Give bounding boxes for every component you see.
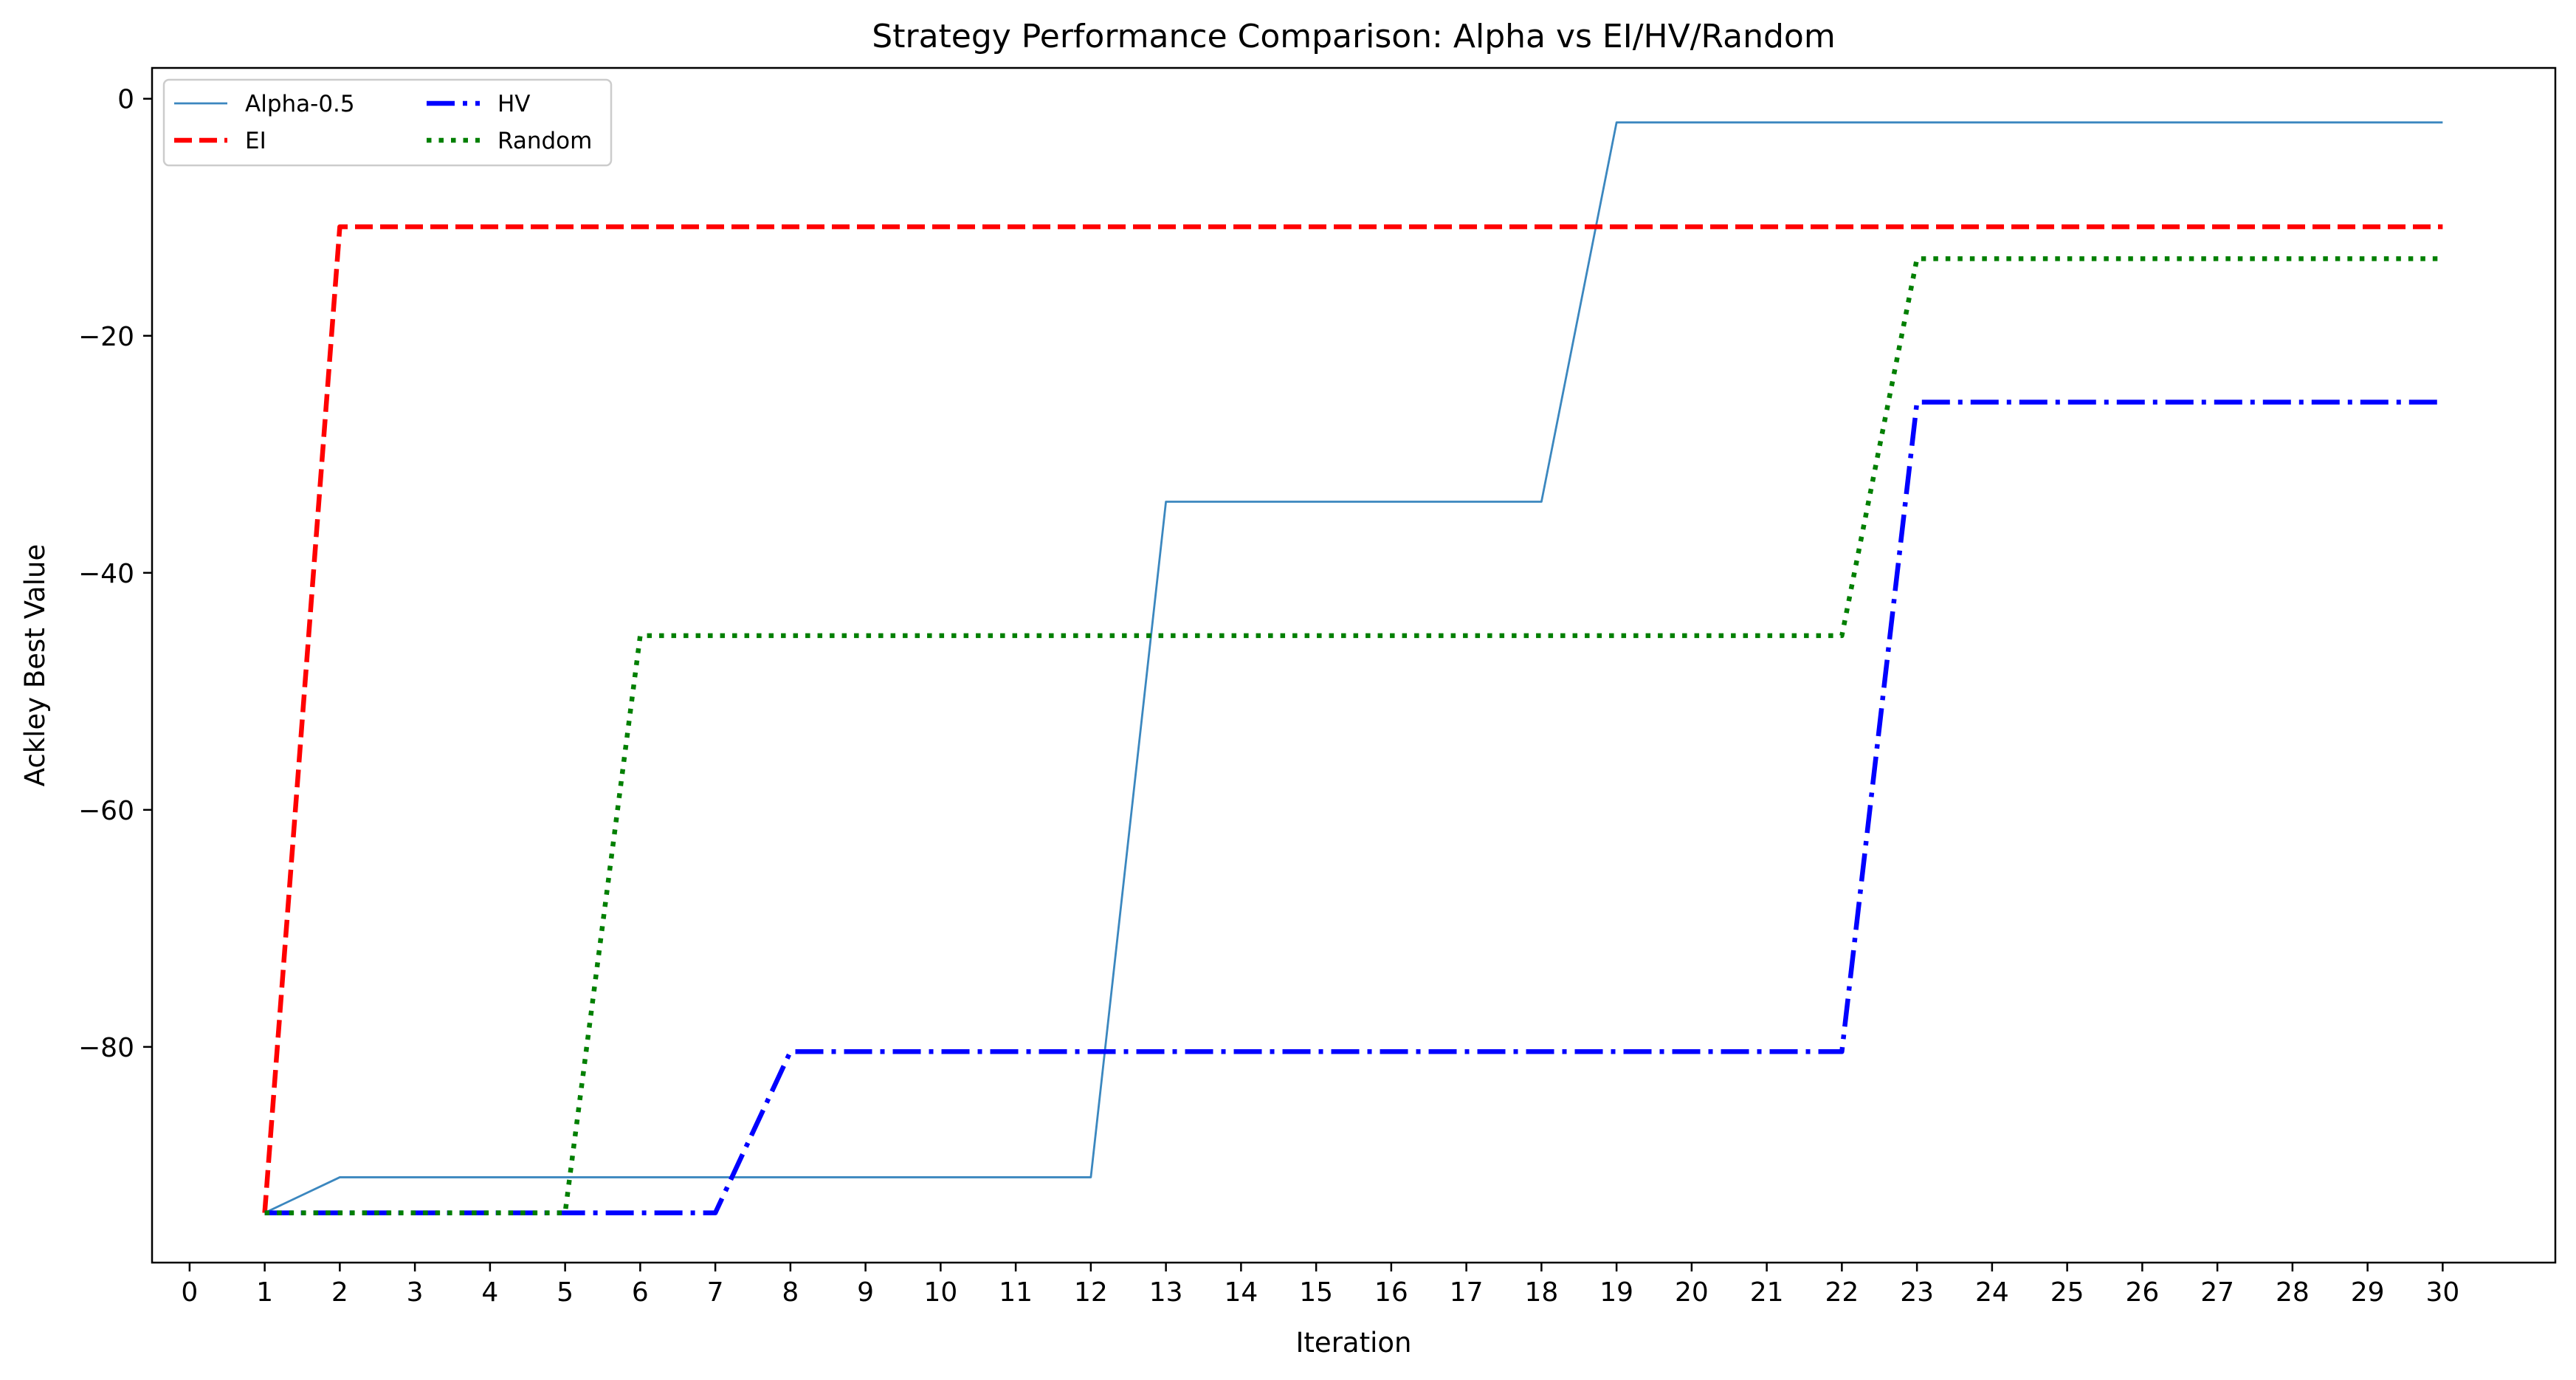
x-tick-label: 27 xyxy=(2200,1277,2234,1308)
x-tick-label: 2 xyxy=(331,1277,348,1308)
x-tick-label: 5 xyxy=(557,1277,574,1308)
x-tick-label: 23 xyxy=(1900,1277,1934,1308)
x-tick-label: 13 xyxy=(1149,1277,1183,1308)
legend-label: Alpha-0.5 xyxy=(245,91,355,117)
x-tick-label: 10 xyxy=(923,1277,957,1308)
x-tick-label: 9 xyxy=(857,1277,874,1308)
legend-label: EI xyxy=(245,128,266,154)
x-tick-label: 20 xyxy=(1675,1277,1709,1308)
x-tick-label: 1 xyxy=(256,1277,273,1308)
x-axis: 0 1 2 3 4 5 6 7 8 9 10 11 12 13 14 15 16 17 18 19 20 21 22 23 24… xyxy=(181,1263,2459,1308)
y-tick-label: −60 xyxy=(78,796,134,826)
legend-label: HV xyxy=(497,91,531,117)
x-tick-label: 7 xyxy=(707,1277,724,1308)
y-axis-label: Ackley Best Value xyxy=(19,544,51,786)
x-tick-label: 18 xyxy=(1524,1277,1558,1308)
y-tick-label: 0 xyxy=(117,85,134,115)
series-line-random xyxy=(264,256,2443,1215)
x-tick-label: 25 xyxy=(2050,1277,2084,1308)
x-tick-label: 16 xyxy=(1374,1277,1408,1308)
plot-area xyxy=(151,66,2557,1264)
y-tick-label: −80 xyxy=(78,1033,134,1063)
x-tick-label: 28 xyxy=(2276,1277,2310,1308)
x-axis-label: Iteration xyxy=(1296,1327,1412,1359)
x-tick-label: 12 xyxy=(1074,1277,1108,1308)
y-axis: 0 −20 −40 −60 −80 xyxy=(78,85,152,1063)
x-tick-label: 15 xyxy=(1299,1277,1333,1308)
x-tick-label: 26 xyxy=(2125,1277,2159,1308)
x-tick-label: 3 xyxy=(407,1277,424,1308)
series-layer xyxy=(262,121,2443,1215)
x-tick-label: 8 xyxy=(782,1277,799,1308)
x-tick-label: 29 xyxy=(2351,1277,2385,1308)
chart-title: Strategy Performance Comparison: Alpha v… xyxy=(872,18,1835,55)
x-tick-label: 22 xyxy=(1825,1277,1859,1308)
series-line-hv xyxy=(264,399,2443,1215)
legend-box xyxy=(162,78,613,167)
x-tick-label: 4 xyxy=(481,1277,498,1308)
x-tick-label: 24 xyxy=(1975,1277,2009,1308)
x-tick-label: 6 xyxy=(632,1277,649,1308)
x-tick-label: 30 xyxy=(2425,1277,2459,1308)
series-line-alpha-0-5 xyxy=(264,121,2443,1214)
x-tick-label: 21 xyxy=(1750,1277,1784,1308)
x-tick-label: 17 xyxy=(1450,1277,1484,1308)
legend[interactable]: Alpha-0.5 EI HV Random xyxy=(162,78,613,167)
x-tick-label: 11 xyxy=(999,1277,1033,1308)
legend-items: Alpha-0.5 EI HV Random xyxy=(174,91,592,154)
y-tick-label: −40 xyxy=(78,559,134,589)
axes-frame xyxy=(151,66,2557,1264)
legend-label: Random xyxy=(497,128,592,154)
x-tick-label: 14 xyxy=(1224,1277,1258,1308)
x-tick-label: 19 xyxy=(1599,1277,1633,1308)
x-tick-label: 0 xyxy=(181,1277,198,1308)
y-tick-label: −20 xyxy=(78,322,134,352)
